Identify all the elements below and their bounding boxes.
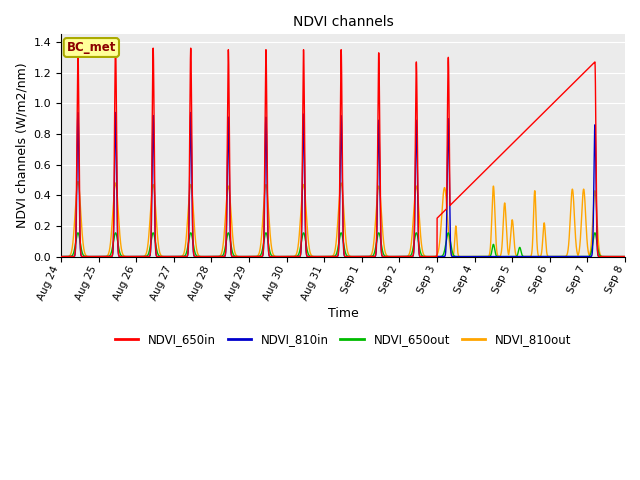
Legend: NDVI_650in, NDVI_810in, NDVI_650out, NDVI_810out: NDVI_650in, NDVI_810in, NDVI_650out, NDV…: [110, 328, 576, 351]
Text: BC_met: BC_met: [67, 41, 116, 54]
Title: NDVI channels: NDVI channels: [292, 15, 394, 29]
Y-axis label: NDVI channels (W/m2/nm): NDVI channels (W/m2/nm): [15, 63, 28, 228]
X-axis label: Time: Time: [328, 307, 358, 321]
